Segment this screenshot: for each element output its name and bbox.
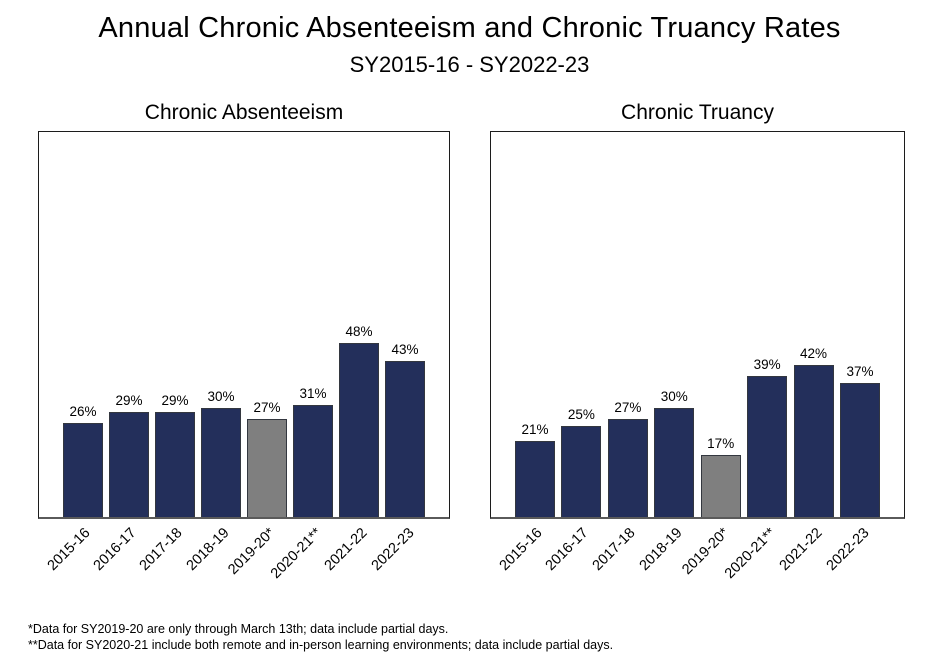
x-tick: 2022-23 xyxy=(368,519,426,599)
bar-value-label: 42% xyxy=(800,346,828,361)
bar-slot: 30% xyxy=(654,389,695,517)
chart-panel-chronic-absenteeism: Chronic Absenteeism 26% 29% 29% 30% 27% 31% 48… xyxy=(38,100,450,599)
bar-slot: 25% xyxy=(561,407,602,517)
x-tick: 2022-23 xyxy=(823,519,881,599)
bar-slot: 26% xyxy=(63,404,103,517)
x-axis-tick-labels: 2015-16 2016-17 2017-18 2018-19 2019-20* 2020… xyxy=(38,519,450,599)
bar-slot: 43% xyxy=(385,342,425,517)
bar-slot: 48% xyxy=(339,324,379,517)
bar-slot: 29% xyxy=(109,393,149,517)
bar-value-label: 27% xyxy=(253,400,281,415)
bar-slot: 29% xyxy=(155,393,195,517)
x-tick-label: 2015-16 xyxy=(44,525,94,574)
bar-value-label: 30% xyxy=(207,389,235,404)
bar xyxy=(793,365,834,517)
bar xyxy=(515,441,555,517)
bars-container: 21% 25% 27% 30% 17% 39% 42% 37% xyxy=(491,346,904,517)
bar-slot: 30% xyxy=(201,389,241,517)
bar-value-label: 17% xyxy=(707,436,735,451)
bar xyxy=(700,455,741,517)
x-axis-tick-labels: 2015-16 2016-17 2017-18 2018-19 2019-20* 2020… xyxy=(490,519,905,599)
bar-value-label: 26% xyxy=(69,404,97,419)
bar xyxy=(109,412,149,517)
bar-slot: 42% xyxy=(793,346,834,517)
bar xyxy=(839,383,880,517)
bar xyxy=(339,343,379,517)
footnote-2: **Data for SY2020-21 include both remote… xyxy=(28,637,614,652)
bar-value-label: 29% xyxy=(161,393,189,408)
bar-value-label: 21% xyxy=(521,422,549,437)
bar-value-label: 30% xyxy=(660,389,688,404)
bar-value-label: 48% xyxy=(345,324,373,339)
bar-value-label: 27% xyxy=(614,400,642,415)
bar-value-label: 37% xyxy=(846,364,874,379)
x-tick-label: 2015-16 xyxy=(496,525,546,574)
bar-value-label: 43% xyxy=(391,342,419,357)
bar xyxy=(201,408,241,517)
bar-slot: 39% xyxy=(747,357,788,517)
bars-container: 26% 29% 29% 30% 27% 31% 48% 43% xyxy=(39,324,449,517)
plot-area-truancy: 21% 25% 27% 30% 17% 39% 42% 37% xyxy=(490,131,905,519)
page-subtitle: SY2015-16 - SY2022-23 xyxy=(349,52,590,77)
bar xyxy=(561,426,602,517)
plot-area-absenteeism: 26% 29% 29% 30% 27% 31% 48% 43% xyxy=(38,131,450,519)
bar-slot: 31% xyxy=(293,386,333,517)
bar xyxy=(293,405,333,517)
footnote-1: *Data for SY2019-20 are only through Mar… xyxy=(28,622,449,636)
bar xyxy=(607,419,648,517)
bar-slot: 27% xyxy=(247,400,287,517)
page-title: Annual Chronic Absenteeism and Chronic T… xyxy=(98,12,841,44)
footnotes: *Data for SY2019-20 are only through Mar… xyxy=(28,622,613,653)
chart-title-absenteeism: Chronic Absenteeism xyxy=(144,101,344,124)
bar-slot: 27% xyxy=(607,400,648,517)
bar-value-label: 25% xyxy=(567,407,595,422)
bar-value-label: 29% xyxy=(115,393,143,408)
chart-title-truancy: Chronic Truancy xyxy=(621,101,774,124)
bar-value-label: 31% xyxy=(299,386,327,401)
bar xyxy=(247,419,287,517)
bar xyxy=(747,376,788,517)
bar xyxy=(654,408,695,517)
bar-value-label: 39% xyxy=(753,357,781,372)
chart-panel-chronic-truancy: Chronic Truancy 21% 25% 27% 30% 17% 39% 42% 37%… xyxy=(490,100,905,599)
bar xyxy=(155,412,195,517)
bar xyxy=(63,423,103,517)
bar-slot: 17% xyxy=(700,436,741,517)
bar xyxy=(385,361,425,517)
bar-slot: 21% xyxy=(515,422,555,517)
bar-slot: 37% xyxy=(839,364,880,517)
